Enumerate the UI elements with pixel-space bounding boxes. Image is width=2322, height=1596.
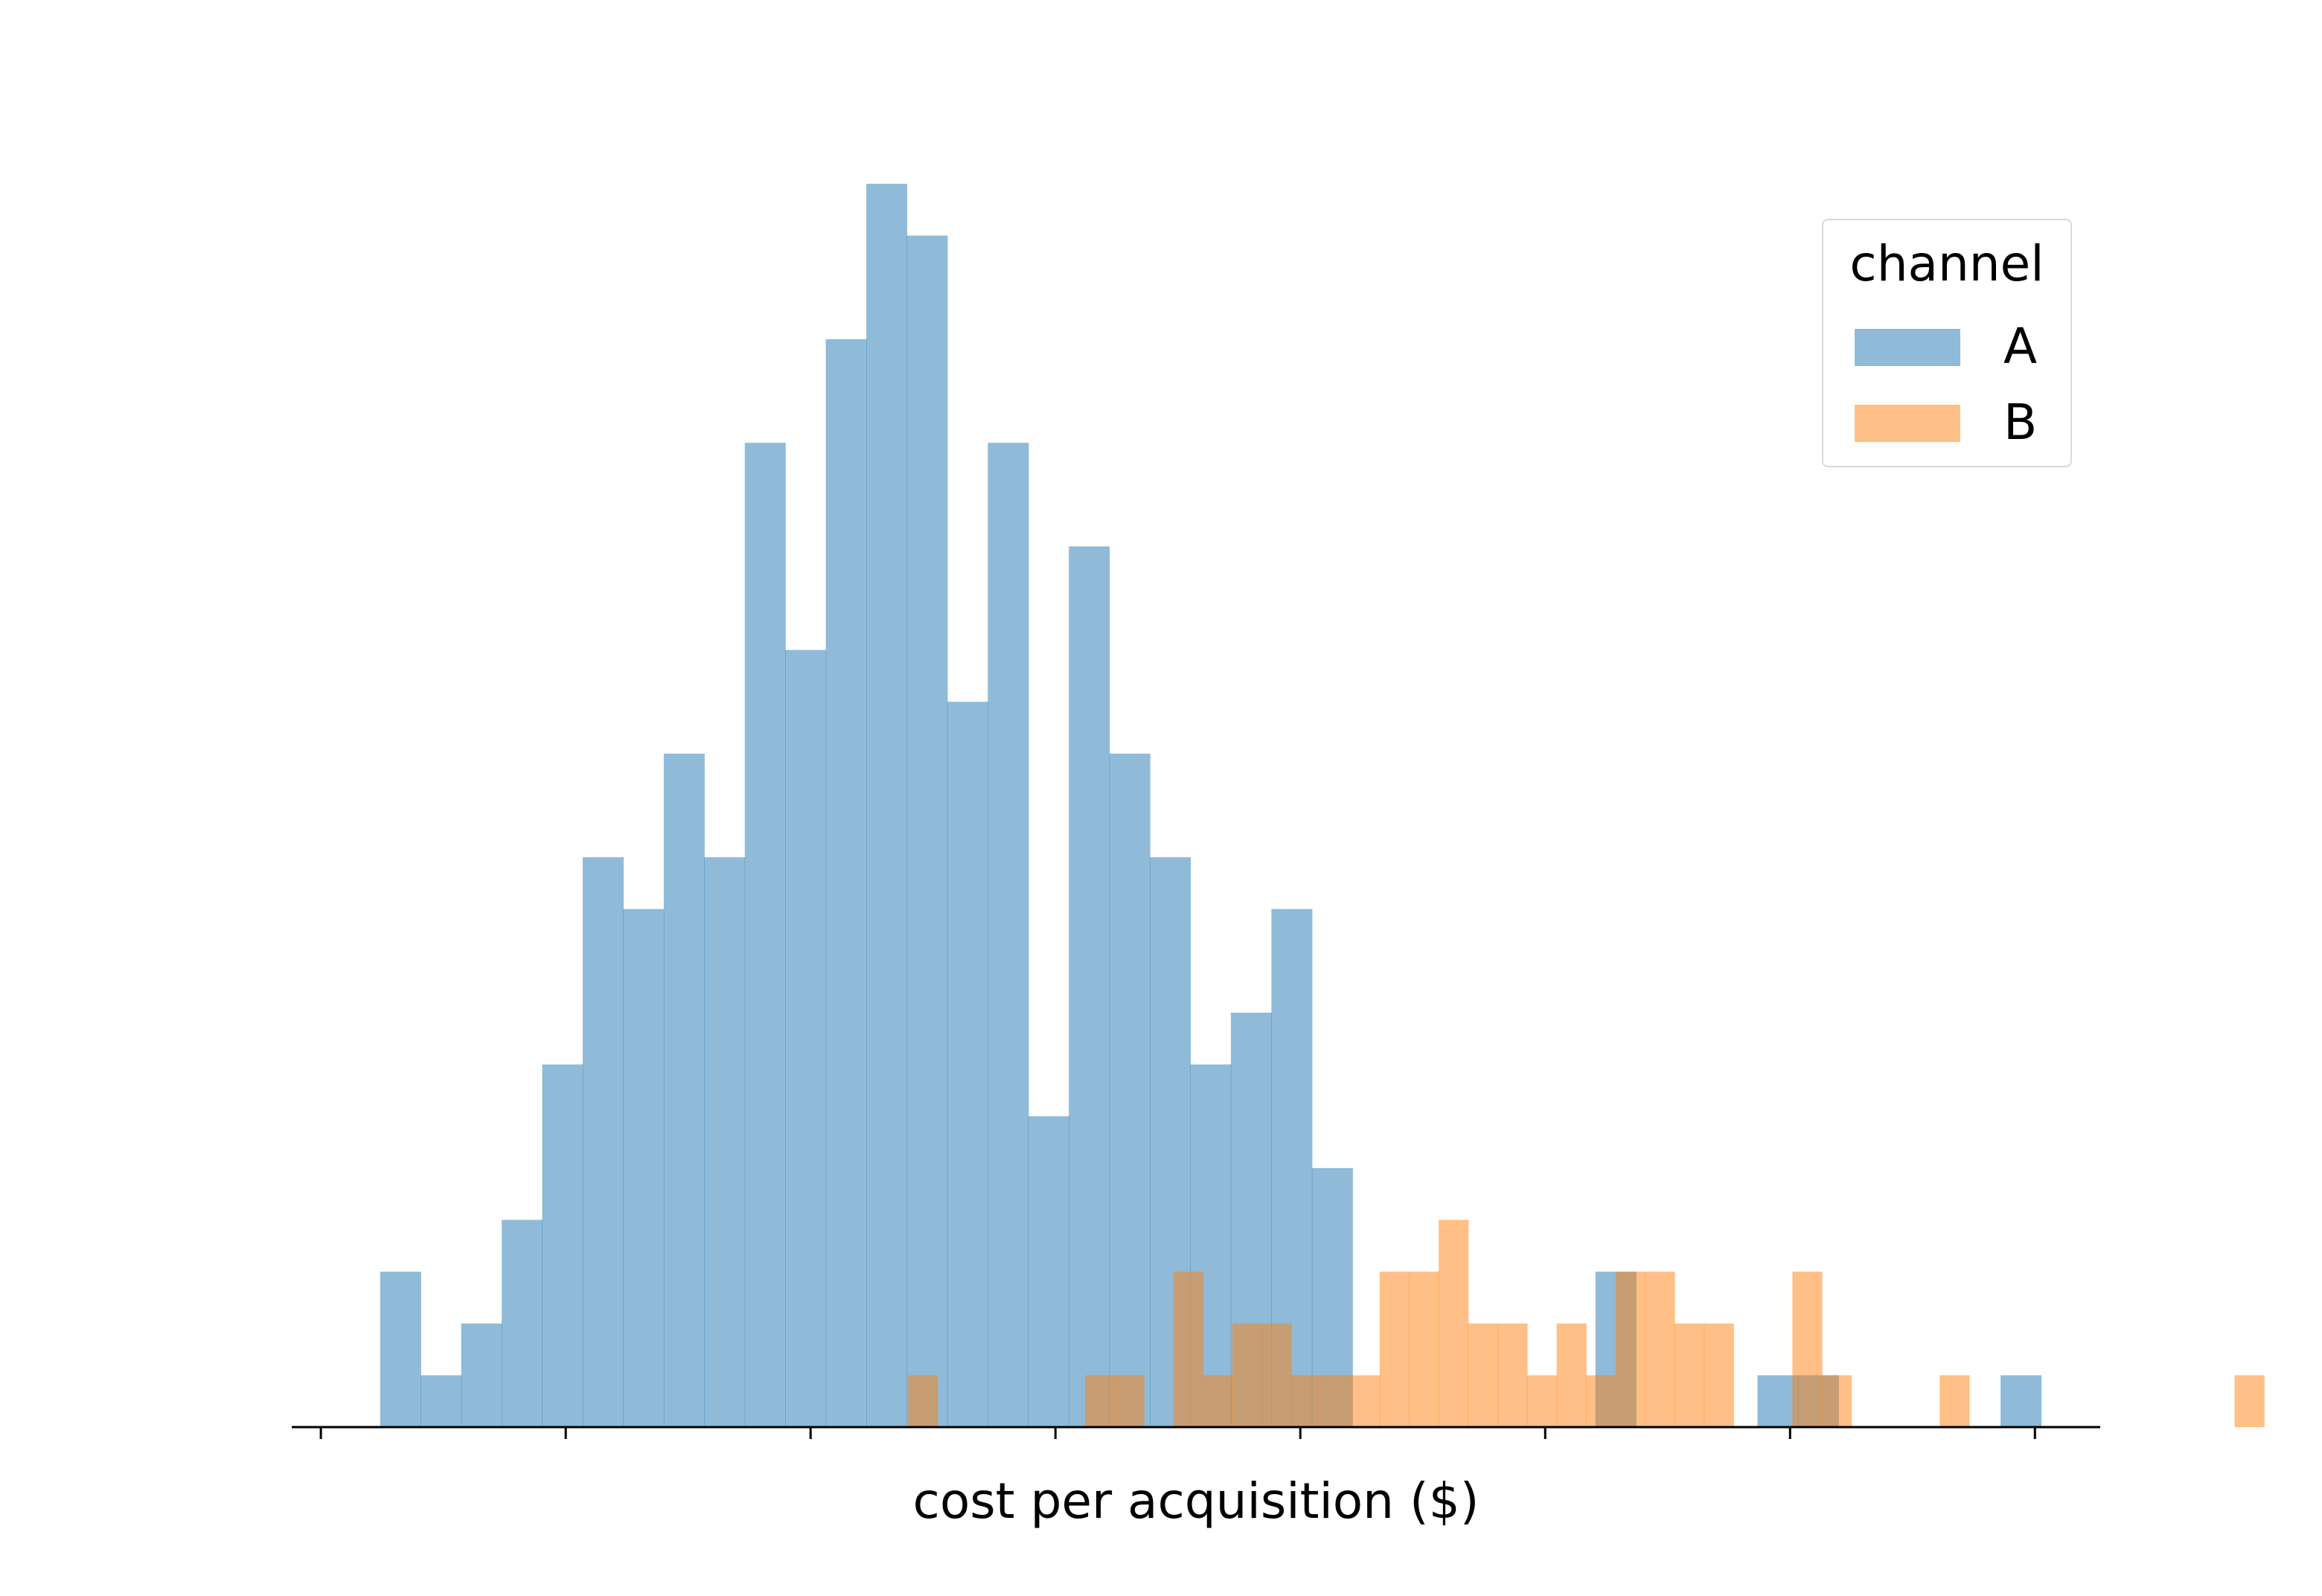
legend-item-b: B — [1855, 394, 2063, 451]
bar-b-13 — [1291, 1375, 1322, 1427]
bar-a-11 — [825, 339, 867, 1428]
bar-b-0 — [908, 1375, 938, 1427]
bar-b-27 — [1704, 1323, 1734, 1427]
bar-b-6 — [1084, 1375, 1116, 1427]
bar-b-31 — [1822, 1375, 1852, 1427]
bar-b-30 — [1792, 1272, 1823, 1427]
series-a-bars — [380, 183, 2042, 1428]
bar-b-24 — [1615, 1272, 1645, 1427]
legend-swatch-a — [1855, 329, 1960, 366]
bar-a-0 — [380, 1272, 421, 1427]
bar-a-3 — [502, 1220, 543, 1427]
bar-a-4 — [542, 1064, 583, 1427]
bar-a-18 — [1109, 753, 1151, 1427]
bar-a-34 — [1757, 1375, 1799, 1427]
legend-label-b: B — [2003, 394, 2038, 451]
bar-b-23 — [1586, 1375, 1616, 1427]
bar-b-16 — [1379, 1272, 1410, 1427]
bar-a-12 — [866, 183, 908, 1428]
legend-item-a: A — [1855, 318, 2063, 375]
bar-b-35 — [1939, 1375, 1970, 1427]
legend-swatch-b — [1855, 405, 1960, 442]
bar-a-8 — [704, 857, 746, 1427]
series-b-bars — [908, 1220, 2265, 1427]
bar-b-20 — [1497, 1323, 1528, 1427]
bar-b-15 — [1350, 1375, 1381, 1427]
bar-a-10 — [785, 650, 827, 1427]
bar-b-11 — [1232, 1323, 1263, 1427]
bar-b-26 — [1674, 1323, 1705, 1427]
x-axis-ticks — [319, 1427, 2036, 1439]
bar-a-13 — [906, 235, 948, 1427]
bar-b-22 — [1556, 1323, 1587, 1427]
bar-b-7 — [1114, 1375, 1145, 1427]
bar-a-40 — [2000, 1375, 2042, 1427]
bar-b-12 — [1261, 1323, 1292, 1427]
bar-b-14 — [1320, 1375, 1351, 1427]
bar-a-17 — [1069, 546, 1110, 1427]
bar-b-19 — [1468, 1323, 1498, 1427]
bar-a-1 — [420, 1375, 462, 1427]
bar-b-10 — [1203, 1375, 1233, 1427]
bar-b-17 — [1409, 1272, 1439, 1427]
bar-a-14 — [947, 702, 988, 1427]
bar-a-16 — [1028, 1116, 1069, 1427]
legend: channel A B — [1822, 219, 2072, 467]
legend-label-a: A — [2003, 318, 2038, 375]
bar-b-9 — [1173, 1272, 1203, 1427]
bar-a-6 — [623, 908, 665, 1427]
bar-b-45 — [2234, 1375, 2265, 1427]
bar-a-9 — [744, 443, 786, 1427]
bar-b-21 — [1526, 1375, 1558, 1427]
bar-a-7 — [663, 753, 705, 1427]
bar-b-25 — [1645, 1272, 1675, 1427]
bar-a-15 — [988, 443, 1029, 1427]
x-axis-label: cost per acquisition ($) — [913, 1472, 1480, 1530]
bar-a-2 — [461, 1323, 502, 1427]
bar-b-18 — [1439, 1220, 1469, 1427]
legend-title: channel — [1849, 235, 2044, 292]
bar-a-5 — [582, 857, 624, 1427]
